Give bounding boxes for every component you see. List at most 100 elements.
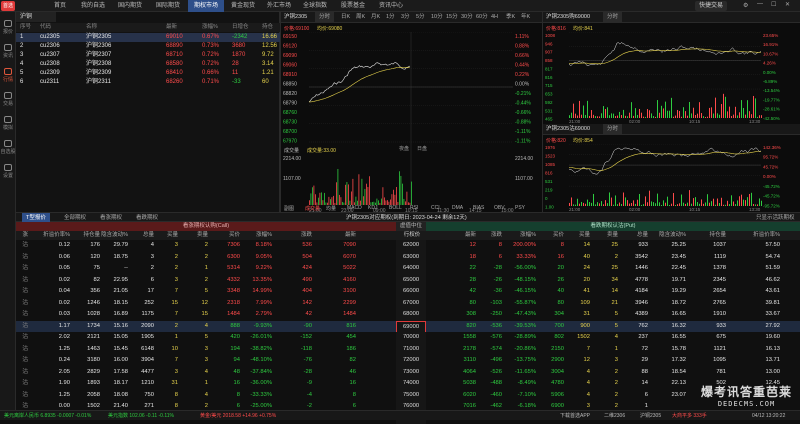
watch-col-0[interactable]: 序号 [20, 23, 31, 32]
put-col-7[interactable]: 隐含波动% [650, 231, 686, 240]
strike-col[interactable]: 行权价 [398, 231, 426, 240]
sidebar-item-0[interactable]: 报价 [0, 20, 16, 35]
right-chart-bottom-period[interactable]: 分时 [603, 124, 622, 135]
watch-col-1[interactable]: 代码 [40, 23, 51, 32]
nav-item-8[interactable]: 股票基金 [334, 0, 372, 12]
option-row[interactable]: 沽1.25205818.08750848-33.33%-488750006020… [16, 390, 800, 402]
minimize-icon[interactable]: — [757, 1, 763, 7]
bottom-tab-11[interactable]: PSY [515, 205, 525, 211]
put-col-6[interactable]: 总量 [620, 231, 648, 240]
watch-col-2[interactable]: 名称 [86, 23, 97, 32]
watchlist-tab[interactable]: 沪铜 [16, 12, 56, 22]
sidebar-item-5[interactable]: 自选股 [0, 140, 16, 155]
nav-item-4[interactable]: 期权市场 [188, 0, 224, 12]
maximize-icon[interactable]: ☐ [771, 1, 776, 8]
call-col-3[interactable]: 隐含波动% [98, 231, 128, 240]
put-col-0[interactable]: 最新 [452, 231, 476, 240]
chart-tab-2[interactable]: 月K [371, 12, 380, 23]
right-chart-top-period[interactable]: 分时 [603, 12, 622, 23]
chart-tab-7[interactable]: 15分 [446, 12, 458, 23]
nav-item-3[interactable]: 国际期货 [150, 0, 186, 12]
chart-tab-5[interactable]: 5分 [416, 12, 425, 23]
put-col-4[interactable]: 买量 [566, 231, 590, 240]
call-col-9[interactable]: 涨跌 [272, 231, 312, 240]
option-row[interactable]: 沽0.0575--22153149.22%424502236406400022-… [16, 263, 800, 275]
option-row[interactable]: 沽1.17173415.16209024888-9.93%-9081661669… [16, 321, 800, 333]
strike-cell[interactable]: 72000 [396, 355, 426, 367]
close-icon[interactable]: ✕ [785, 1, 790, 8]
quick-order-button[interactable]: 快捷交易 [695, 1, 727, 11]
put-col-9[interactable]: 折溢价率% [730, 231, 780, 240]
chart-tab-9[interactable]: 60分 [476, 12, 488, 23]
strike-cell[interactable]: 62000 [396, 240, 426, 252]
nav-item-7[interactable]: 全球指数 [298, 0, 332, 12]
strike-cell[interactable]: 64000 [396, 263, 426, 275]
bottom-tab-4[interactable]: KDJ [368, 205, 377, 211]
option-row[interactable]: 沽0.24318016.0039047394-48.10%-7682807200… [16, 355, 800, 367]
chart-tab-11[interactable]: 季K [506, 12, 515, 23]
sidebar-item-6[interactable]: 设置 [0, 164, 16, 179]
strike-cell[interactable]: 68000 [396, 309, 426, 321]
option-row[interactable]: 沽2.02212115.05190515420-26.01%-152454420… [16, 332, 800, 344]
call-col-10[interactable]: 最新 [316, 231, 356, 240]
strike-cell[interactable]: 71000 [396, 344, 426, 356]
chart-tab-0[interactable]: 日K [341, 12, 350, 23]
nav-item-1[interactable]: 我的自选 [76, 0, 110, 12]
sidebar-item-1[interactable]: 资讯 [0, 44, 16, 59]
bottom-tab-0[interactable]: 副图 [284, 205, 294, 212]
bottom-tab-1[interactable]: 成交量 [305, 205, 320, 212]
nav-item-2[interactable]: 国内期货 [112, 0, 148, 12]
option-row[interactable]: 沽0.0435621.051775334814.99%4043100173266… [16, 286, 800, 298]
chart-tab-12[interactable]: 年K [521, 12, 530, 23]
watch-col-4[interactable]: 涨幅% [202, 23, 218, 32]
strike-cell[interactable]: 63000 [396, 252, 426, 264]
put-col-1[interactable]: 涨跌 [478, 231, 502, 240]
sidebar-item-3[interactable]: 交易 [0, 92, 16, 107]
nav-item-9[interactable]: 资讯中心 [374, 0, 408, 12]
option-row[interactable]: 沽0.02124618.15252151223187.99%1422299114… [16, 298, 800, 310]
option-row[interactable]: 沽2.05282917.5844773448-37.84%-2846447300… [16, 367, 800, 379]
chart-tab-10[interactable]: 4H [491, 12, 498, 23]
sidebar-item-2[interactable]: 行情 [0, 68, 16, 83]
strike-cell[interactable]: 66000 [396, 286, 426, 298]
settings-icon[interactable]: ⚙ [743, 2, 748, 9]
put-col-2[interactable]: 涨幅% [504, 231, 536, 240]
chart-tab-1[interactable]: 周K [356, 12, 365, 23]
call-col-2[interactable]: 持仓量 [76, 231, 100, 240]
call-col-0[interactable]: 涨 [18, 231, 28, 240]
put-col-3[interactable]: 买价 [538, 231, 564, 240]
strike-cell[interactable]: 67000 [396, 298, 426, 310]
call-col-8[interactable]: 涨幅% [242, 231, 272, 240]
bottom-tab-9[interactable]: BIAS [473, 205, 484, 211]
put-col-8[interactable]: 持仓量 [690, 231, 726, 240]
call-col-4[interactable]: 总量 [132, 231, 154, 240]
watch-col-5[interactable]: 日增仓 [232, 23, 249, 32]
strike-cell[interactable]: 74000 [396, 378, 426, 390]
call-col-7[interactable]: 买价 [210, 231, 240, 240]
chart-tab-8[interactable]: 30分 [461, 12, 473, 23]
option-row[interactable]: 沽1.90189318.17121031116-36.00%-916167400… [16, 378, 800, 390]
main-chart-period[interactable]: 分时 [315, 12, 334, 23]
call-col-6[interactable]: 卖量 [180, 231, 208, 240]
chart-tab-3[interactable]: 1分 [386, 12, 395, 23]
option-row[interactable]: 沽0.03102816.89117571514842.79%4214841486… [16, 309, 800, 321]
option-row[interactable]: 沽0.1217629.7943273068.18%536709066346200… [16, 240, 800, 252]
option-row[interactable]: 沽0.0612018.7532263009.05%504607058326300… [16, 252, 800, 264]
option-row[interactable]: 沽0.028222.95632433213.35%490416026726500… [16, 275, 800, 287]
watch-col-6[interactable]: 持仓 [262, 23, 273, 32]
call-col-1[interactable]: 折溢价率% [30, 231, 70, 240]
option-row[interactable]: 沽1.25146315.456148103194-38.82%-11818619… [16, 344, 800, 356]
bottom-tab-8[interactable]: DMA [452, 205, 463, 211]
chart-tab-4[interactable]: 3分 [401, 12, 410, 23]
chart-tab-6[interactable]: 10分 [431, 12, 443, 23]
bottom-tab-2[interactable]: 均量 [326, 205, 336, 212]
put-col-5[interactable]: 卖量 [592, 231, 618, 240]
bottom-tab-5[interactable]: BOLL [389, 205, 402, 211]
app-logo[interactable]: 首选 [1, 1, 15, 11]
sidebar-item-4[interactable]: 模拟 [0, 116, 16, 131]
